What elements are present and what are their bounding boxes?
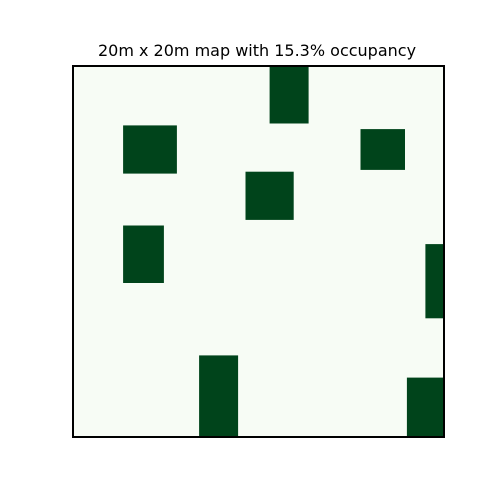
obstacle-layer — [123, 66, 444, 437]
obstacle-1 — [269, 66, 309, 124]
obstacle-6 — [425, 244, 444, 319]
obstacle-7 — [199, 355, 239, 437]
plot-area — [72, 65, 445, 438]
obstacle-4 — [245, 171, 294, 220]
obstacle-3 — [360, 129, 405, 170]
obstacle-8 — [406, 377, 444, 437]
map-frame — [72, 65, 445, 438]
obstacle-5 — [123, 225, 164, 283]
obstacle-2 — [123, 125, 177, 174]
chart-title: 20m x 20m map with 15.3% occupancy — [98, 41, 416, 60]
